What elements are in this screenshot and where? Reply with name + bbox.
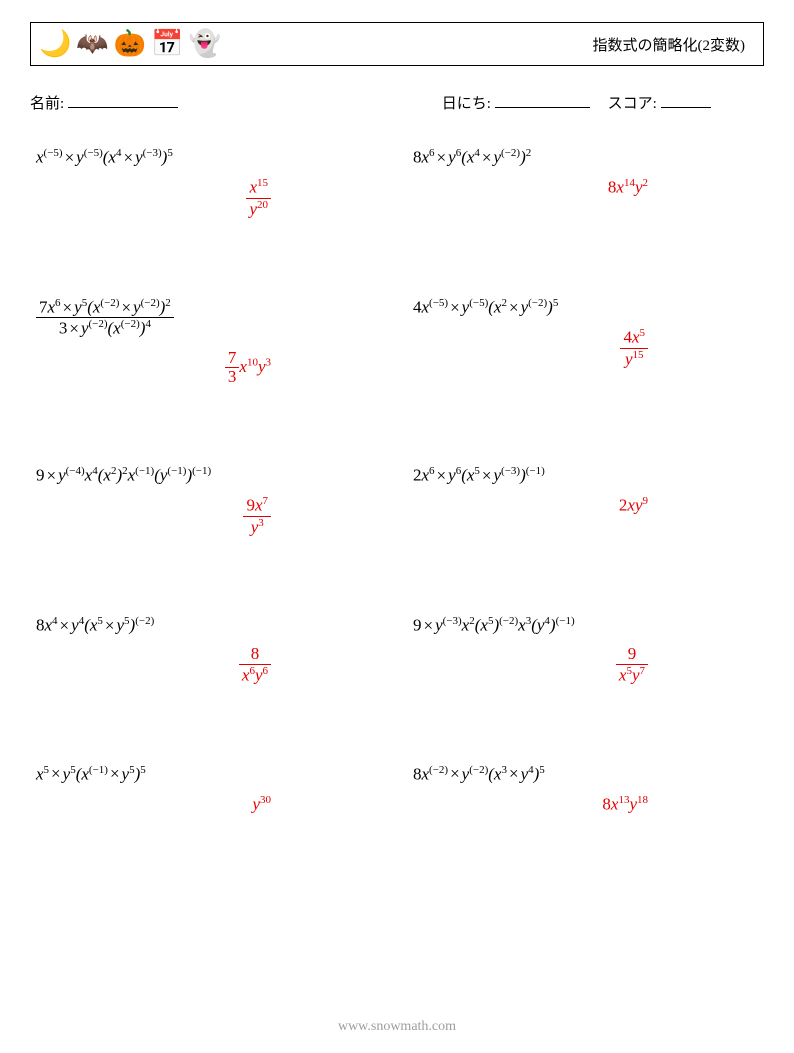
problem-1: x(−5)×y(−5)(x4×y(−3))5 x15y20 xyxy=(36,147,381,219)
ghost-icon: 👻 xyxy=(189,31,221,57)
date-label: 日にち: xyxy=(442,96,491,112)
problem-answer: 8x6y6 xyxy=(36,645,381,685)
problem-expression: x(−5)×y(−5)(x4×y(−3))5 xyxy=(36,147,381,167)
pumpkin-icon: 🎃 xyxy=(114,31,146,57)
date-blank[interactable] xyxy=(495,93,590,108)
problem-answer: 9x7y3 xyxy=(36,495,381,537)
problem-expression: 8x4×y4(x5×y5)(−2) xyxy=(36,615,381,635)
problem-answer: x15y20 xyxy=(36,177,381,219)
problem-expression: 8x(−2)×y(−2)(x3×y4)5 xyxy=(413,764,758,784)
problem-answer: 4x5y15 xyxy=(413,327,758,369)
score-label: スコア: xyxy=(608,96,657,112)
problem-answer: 73x10y3 xyxy=(36,349,381,387)
bat-icon: 🦇 xyxy=(76,31,108,57)
problem-5: 9×y(−4)x4(x2)2x(−1)(y(−1))(−1) 9x7y3 xyxy=(36,465,381,537)
problem-expression: 8x6×y6(x4×y(−2))2 xyxy=(413,147,758,167)
footer-url: www.snowmath.com xyxy=(0,1019,794,1035)
problem-10: 8x(−2)×y(−2)(x3×y4)5 8x13y18 xyxy=(413,764,758,815)
problem-8: 9×y(−3)x2(x5)(−2)x3(y4)(−1) 9x5y7 xyxy=(413,615,758,685)
problems-grid: x(−5)×y(−5)(x4×y(−3))5 x15y20 8x6×y6(x4×y(… xyxy=(30,147,764,814)
problem-answer: 8x14y2 xyxy=(413,177,758,197)
problem-expression: 7x6×y5(x(−2)×y(−2))23×y(−2)(x(−2))4 xyxy=(36,297,381,339)
problem-expression: x5×y5(x(−1)×y5)5 xyxy=(36,764,381,784)
moon-icon: 🌙 xyxy=(39,31,71,57)
name-blank[interactable] xyxy=(68,93,178,108)
calendar-icon: 📅 xyxy=(151,31,183,57)
problem-7: 8x4×y4(x5×y5)(−2) 8x6y6 xyxy=(36,615,381,685)
header-box: 🌙 🦇 🎃 📅 👻 指数式の簡略化(2変数) xyxy=(30,22,764,66)
problem-expression: 4x(−5)×y(−5)(x2×y(−2))5 xyxy=(413,297,758,317)
problem-6: 2x6×y6(x5×y(−3))(−1) 2xy9 xyxy=(413,465,758,537)
problem-expression: 9×y(−4)x4(x2)2x(−1)(y(−1))(−1) xyxy=(36,465,381,485)
info-row: 名前: 日にち: スコア: xyxy=(30,92,764,113)
score-blank[interactable] xyxy=(661,93,711,108)
name-label: 名前: xyxy=(30,96,64,112)
problem-answer: y30 xyxy=(36,794,381,814)
problem-4: 4x(−5)×y(−5)(x2×y(−2))5 4x5y15 xyxy=(413,297,758,387)
problem-answer: 8x13y18 xyxy=(413,794,758,814)
header-icons: 🌙 🦇 🎃 📅 👻 xyxy=(39,31,221,57)
problem-9: x5×y5(x(−1)×y5)5 y30 xyxy=(36,764,381,815)
problem-expression: 9×y(−3)x2(x5)(−2)x3(y4)(−1) xyxy=(413,615,758,635)
problem-answer: 9x5y7 xyxy=(413,645,758,685)
problem-3: 7x6×y5(x(−2)×y(−2))23×y(−2)(x(−2))4 73x10… xyxy=(36,297,381,387)
problem-answer: 2xy9 xyxy=(413,495,758,515)
problem-expression: 2x6×y6(x5×y(−3))(−1) xyxy=(413,465,758,485)
problem-2: 8x6×y6(x4×y(−2))2 8x14y2 xyxy=(413,147,758,219)
worksheet-title: 指数式の簡略化(2変数) xyxy=(593,34,756,55)
